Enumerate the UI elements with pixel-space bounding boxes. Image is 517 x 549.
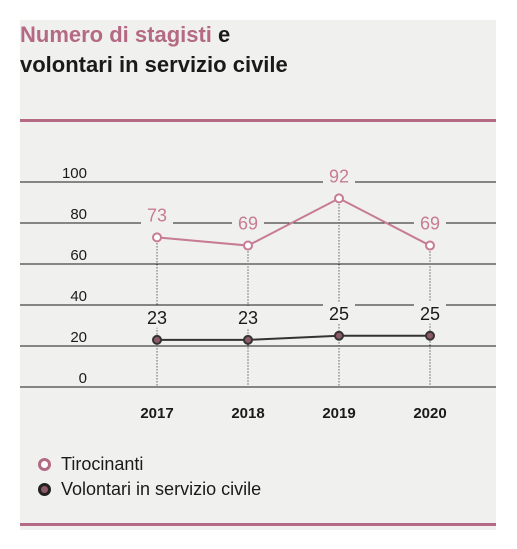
data-label-background	[323, 301, 355, 324]
data-label-background	[232, 211, 264, 234]
tirocinanti-point	[425, 240, 435, 251]
chart-title: Numero di stagisti e volontari in serviz…	[20, 20, 480, 80]
title-highlight: Numero di stagisti	[20, 22, 212, 47]
data-label: 69	[238, 214, 258, 234]
bottom-divider	[20, 523, 496, 526]
chart-card	[20, 20, 496, 530]
data-label: 69	[420, 214, 440, 234]
y-tick-label: 20	[70, 329, 87, 346]
volontari-point	[425, 330, 435, 341]
data-label-background	[141, 203, 173, 226]
x-tick-label: 2018	[231, 405, 264, 422]
volontari-point	[243, 334, 253, 345]
tirocinanti-point	[334, 193, 344, 204]
data-label-background	[414, 301, 446, 324]
data-label: 25	[329, 304, 349, 324]
data-label: 23	[238, 308, 258, 328]
data-label: 23	[147, 308, 167, 328]
x-tick-label: 2017	[140, 405, 173, 422]
legend-label-volontari: Volontari in servizio civile	[61, 479, 262, 499]
y-tick-label: 60	[70, 247, 87, 264]
volontari-point	[152, 334, 162, 345]
legend-item-volontari: Volontari in servizio civile	[38, 477, 261, 502]
title-line2: volontari in servizio civile	[20, 52, 288, 77]
legend-item-tirocinanti: Tirocinanti	[38, 452, 261, 477]
volontari-line	[157, 334, 430, 341]
legend: Tirocinanti Volontari in servizio civile	[38, 452, 261, 502]
legend-filled-circle-icon	[38, 483, 51, 496]
data-label-background	[323, 164, 355, 187]
data-label: 73	[147, 205, 167, 225]
y-tick-label: 40	[70, 288, 87, 305]
tirocinanti-line	[156, 197, 431, 247]
data-label-background	[141, 305, 173, 328]
title-rest: e	[211, 22, 231, 47]
y-tick-label: 80	[70, 206, 87, 223]
data-label: 25	[420, 304, 440, 324]
top-divider	[20, 119, 496, 122]
legend-label-tirocinanti: Tirocinanti	[61, 454, 144, 474]
y-tick-label: 0	[79, 370, 87, 387]
tirocinanti-point	[152, 232, 162, 243]
data-label: 92	[329, 166, 349, 186]
volontari-point	[334, 330, 344, 341]
data-label-background	[232, 305, 264, 328]
tirocinanti-point	[243, 240, 253, 251]
data-label-background	[414, 211, 446, 234]
x-tick-label: 2020	[413, 405, 446, 422]
y-tick-label: 100	[62, 165, 87, 182]
legend-open-circle-icon	[38, 458, 51, 471]
x-tick-label: 2019	[322, 405, 355, 422]
